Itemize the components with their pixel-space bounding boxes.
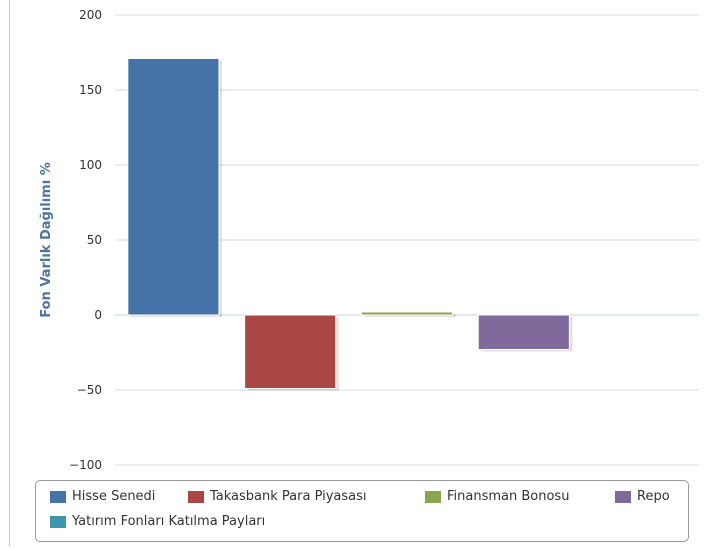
legend-label: Finansman Bonosu (447, 489, 570, 504)
bar (360, 311, 454, 316)
legend-label: Repo (637, 489, 670, 504)
legend-item[interactable]: Hisse Senedi (50, 489, 155, 504)
legend-swatch (50, 490, 66, 503)
legend-swatch (50, 515, 66, 528)
legend-label: Hisse Senedi (72, 489, 156, 504)
legend-label: Takasbank Para Piyasası (210, 489, 367, 504)
legend-swatch (615, 490, 631, 503)
y-tick-label: 100 (79, 158, 102, 172)
legend-item[interactable]: Yatırım Fonları Katılma Payları (50, 514, 265, 529)
y-axis-title: Fon Varlık Dağılımı % (39, 162, 54, 317)
y-tick-label: 0 (94, 308, 102, 322)
legend-item[interactable]: Takasbank Para Piyasası (188, 489, 367, 504)
bar (127, 58, 220, 316)
bar (244, 314, 337, 389)
legend-swatch (425, 490, 441, 503)
legend-label: Yatırım Fonları Katılma Payları (72, 514, 266, 529)
y-tick-label: −50 (77, 383, 102, 397)
y-tick-label: 50 (87, 233, 102, 247)
legend-item[interactable]: Repo (615, 489, 670, 504)
y-tick-label: 150 (79, 83, 102, 97)
legend-item[interactable]: Finansman Bonosu (425, 489, 569, 504)
left-border-line (9, 0, 10, 547)
chart-legend: Hisse Senedi Takasbank Para Piyasası Finan… (35, 480, 689, 542)
y-tick-label: 200 (79, 8, 102, 22)
bar (477, 314, 570, 350)
legend-swatch (188, 490, 204, 503)
y-tick-label: −100 (69, 458, 102, 472)
